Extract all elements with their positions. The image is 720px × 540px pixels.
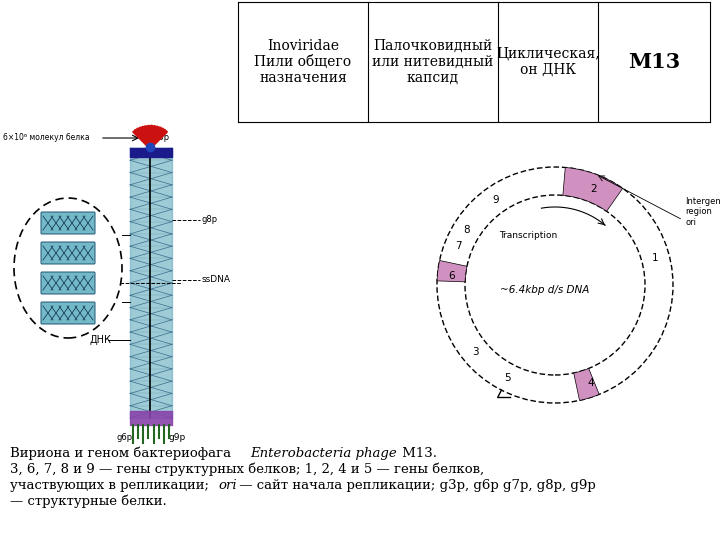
Text: 3: 3: [472, 347, 479, 357]
Text: Intergenic
region
ori: Intergenic region ori: [685, 197, 720, 227]
Text: 6: 6: [448, 271, 455, 281]
Text: g8p: g8p: [202, 215, 218, 225]
Text: ssDNA: ssDNA: [202, 275, 231, 285]
Text: ~6.4kbp d/s DNA: ~6.4kbp d/s DNA: [500, 285, 590, 295]
FancyBboxPatch shape: [41, 272, 95, 294]
Text: M13: M13: [628, 52, 680, 72]
Text: 2: 2: [590, 184, 598, 193]
FancyBboxPatch shape: [41, 212, 95, 234]
Polygon shape: [574, 368, 599, 401]
Polygon shape: [437, 260, 467, 282]
Text: 3, 6, 7, 8 и 9 — гены структурных белков; 1, 2, 4 и 5 — гены белков,: 3, 6, 7, 8 и 9 — гены структурных белков…: [10, 463, 484, 476]
Text: Палочковидный
или нитевидный
капсид: Палочковидный или нитевидный капсид: [372, 39, 494, 85]
FancyBboxPatch shape: [41, 302, 95, 324]
Text: 6×10⁶ молекул белка: 6×10⁶ молекул белка: [3, 133, 89, 143]
FancyBboxPatch shape: [41, 242, 95, 264]
Text: — структурные белки.: — структурные белки.: [10, 495, 167, 509]
Text: Enterobacteria phage: Enterobacteria phage: [250, 447, 397, 460]
Text: g9p: g9p: [168, 433, 186, 442]
Text: 8: 8: [464, 225, 470, 235]
Text: 5: 5: [505, 373, 511, 383]
Text: Циклическая,
он ДНК: Циклическая, он ДНК: [496, 47, 600, 77]
Text: 4: 4: [588, 377, 594, 388]
Polygon shape: [563, 167, 623, 211]
Text: 1: 1: [652, 253, 659, 263]
Text: g3p: g3p: [153, 133, 169, 143]
Text: Вириона и геном бактериофага: Вириона и геном бактериофага: [10, 447, 235, 461]
Text: Inoviridae
Пили общего
назначения: Inoviridae Пили общего назначения: [254, 39, 351, 85]
Text: ДНК: ДНК: [90, 335, 112, 345]
Text: g6p: g6p: [117, 433, 133, 442]
Text: 9: 9: [492, 195, 499, 205]
Text: 7: 7: [455, 241, 462, 251]
Text: — сайт начала репликации; g3р, g6р g7р, g8р, g9р: — сайт начала репликации; g3р, g6р g7р, …: [235, 479, 595, 492]
Text: ori: ori: [218, 479, 237, 492]
Text: Transcription: Transcription: [499, 231, 557, 240]
Text: участвующих в репликации;: участвующих в репликации;: [10, 479, 213, 492]
Text: М13.: М13.: [398, 447, 437, 460]
